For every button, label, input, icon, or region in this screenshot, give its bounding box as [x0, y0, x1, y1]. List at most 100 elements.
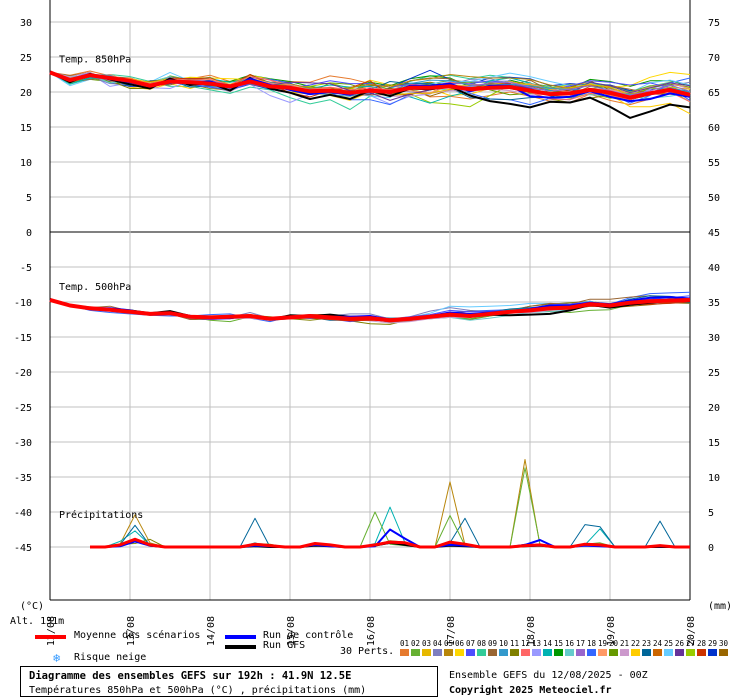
pert-color-swatch — [433, 649, 442, 656]
pert-color-swatch — [455, 649, 464, 656]
mean-line — [49, 70, 691, 100]
x-tick-label: 13/08 — [126, 616, 137, 646]
pert-color-swatch — [708, 649, 717, 656]
chart-title: Diagramme des ensembles GEFS sur 192h : … — [29, 670, 352, 682]
pert-color-swatch — [422, 649, 431, 656]
pert-color-swatch — [598, 649, 607, 656]
y-axis-unit: (°C) — [20, 601, 44, 612]
pert-number-label: 28 — [697, 639, 707, 648]
pert-color-swatch — [477, 649, 486, 656]
pert-color-swatch — [697, 649, 706, 656]
x-tick-label: 18/08 — [526, 616, 537, 646]
y-tick-label: -15 — [14, 333, 32, 344]
y-tick-label: 15 — [20, 123, 32, 134]
precip-mean-line — [90, 537, 690, 549]
y-tick-label: 25 — [20, 53, 32, 64]
pert-color-swatch — [576, 649, 585, 656]
chart-subtitle: Températures 850hPa et 500hPa (°C) , pré… — [29, 685, 367, 696]
y2-tick-label: 25 — [708, 368, 720, 379]
pert-number-label: 04 — [433, 639, 443, 648]
pert-color-swatch — [554, 649, 563, 656]
pert-number-label: 24 — [653, 639, 663, 648]
legend-gfs-swatch — [225, 645, 256, 649]
perts-label: 30 Perts. — [340, 646, 395, 657]
pert-color-swatch — [675, 649, 684, 656]
x-tick-label: 15/08 — [286, 616, 297, 646]
pert-number-label: 12 — [521, 639, 531, 648]
y2-tick-label: 75 — [708, 18, 720, 29]
pert-number-label: 27 — [686, 639, 696, 648]
precip-member-line — [90, 459, 690, 548]
y2-tick-label: 40 — [708, 263, 720, 274]
pert-color-swatch — [609, 649, 618, 656]
snowflake-icon: ❄ — [53, 651, 61, 665]
y-tick-label: 10 — [20, 158, 32, 169]
y-tick-label: 0 — [26, 228, 32, 239]
y2-tick-label: 70 — [708, 53, 720, 64]
y2-tick-label: 45 — [708, 228, 720, 239]
pert-number-label: 11 — [510, 639, 520, 648]
x-tick-label: 16/08 — [366, 616, 377, 646]
y-tick-label: -20 — [14, 368, 32, 379]
y-tick-label: -30 — [14, 438, 32, 449]
pert-number-label: 30 — [719, 639, 729, 648]
pert-color-swatch — [543, 649, 552, 656]
x-tick-label: 14/08 — [206, 616, 217, 646]
pert-color-swatch — [642, 649, 651, 656]
pert-color-swatch — [521, 649, 530, 656]
y2-tick-label: 55 — [708, 158, 720, 169]
y2-tick-label: 30 — [708, 333, 720, 344]
legend-control-label: Run de contrôle — [263, 630, 354, 641]
y2-tick-label: 5 — [708, 508, 714, 519]
pert-number-label: 22 — [631, 639, 641, 648]
altitude-label: Alt. 131m — [10, 616, 65, 627]
ensemble-run-label: Ensemble GEFS du 12/08/2025 - 00Z — [449, 670, 648, 681]
pert-color-swatch — [466, 649, 475, 656]
legend-gfs-label: Run GFS — [263, 640, 306, 651]
pert-color-swatch — [532, 649, 541, 656]
pert-color-swatch — [587, 649, 596, 656]
pert-color-swatch — [631, 649, 640, 656]
y-tick-label: 30 — [20, 18, 32, 29]
pert-color-swatch — [620, 649, 629, 656]
pert-number-label: 16 — [565, 639, 575, 648]
y2-tick-label: 50 — [708, 193, 720, 204]
y-tick-label: -35 — [14, 473, 32, 484]
y2-tick-label: 65 — [708, 88, 720, 99]
pert-number-label: 02 — [411, 639, 421, 648]
x-tick-label: 12/08 — [46, 616, 57, 646]
y-tick-label: -25 — [14, 403, 32, 414]
pert-number-label: 25 — [664, 639, 674, 648]
chart-title-box: Diagramme des ensembles GEFS sur 192h : … — [20, 666, 438, 697]
pert-number-label: 03 — [422, 639, 432, 648]
y-tick-label: -45 — [14, 543, 32, 554]
legend-snow-label: Risque neige — [74, 652, 147, 663]
pert-number-label: 21 — [620, 639, 630, 648]
pert-number-label: 26 — [675, 639, 685, 648]
pert-number-label: 09 — [488, 639, 498, 648]
pert-number-label: 20 — [609, 639, 619, 648]
legend-mean-swatch — [35, 635, 66, 639]
y-tick-label: 20 — [20, 88, 32, 99]
y-tick-label: -40 — [14, 508, 32, 519]
member-line — [49, 71, 691, 103]
panel-label: Temp. 850hPa — [59, 54, 131, 65]
legend-mean-label: Moyenne des scénarios — [74, 630, 201, 641]
precip-panel-label: Précipitations — [59, 509, 143, 521]
y2-tick-label: 35 — [708, 298, 720, 309]
panel-label: Temp. 500hPa — [59, 282, 131, 293]
x-tick-label: 20/08 — [686, 616, 697, 646]
y-tick-label: 5 — [26, 193, 32, 204]
pert-number-label: 07 — [466, 639, 476, 648]
pert-color-swatch — [664, 649, 673, 656]
mean-line — [49, 297, 691, 323]
y-tick-label: -10 — [14, 298, 32, 309]
pert-number-label: 08 — [477, 639, 487, 648]
y2-axis-unit: (mm) — [708, 601, 732, 612]
pert-color-swatch — [719, 649, 728, 656]
pert-number-label: 06 — [455, 639, 465, 648]
pert-color-swatch — [653, 649, 662, 656]
pert-color-swatch — [499, 649, 508, 656]
pert-number-label: 19 — [598, 639, 608, 648]
y2-tick-label: 60 — [708, 123, 720, 134]
